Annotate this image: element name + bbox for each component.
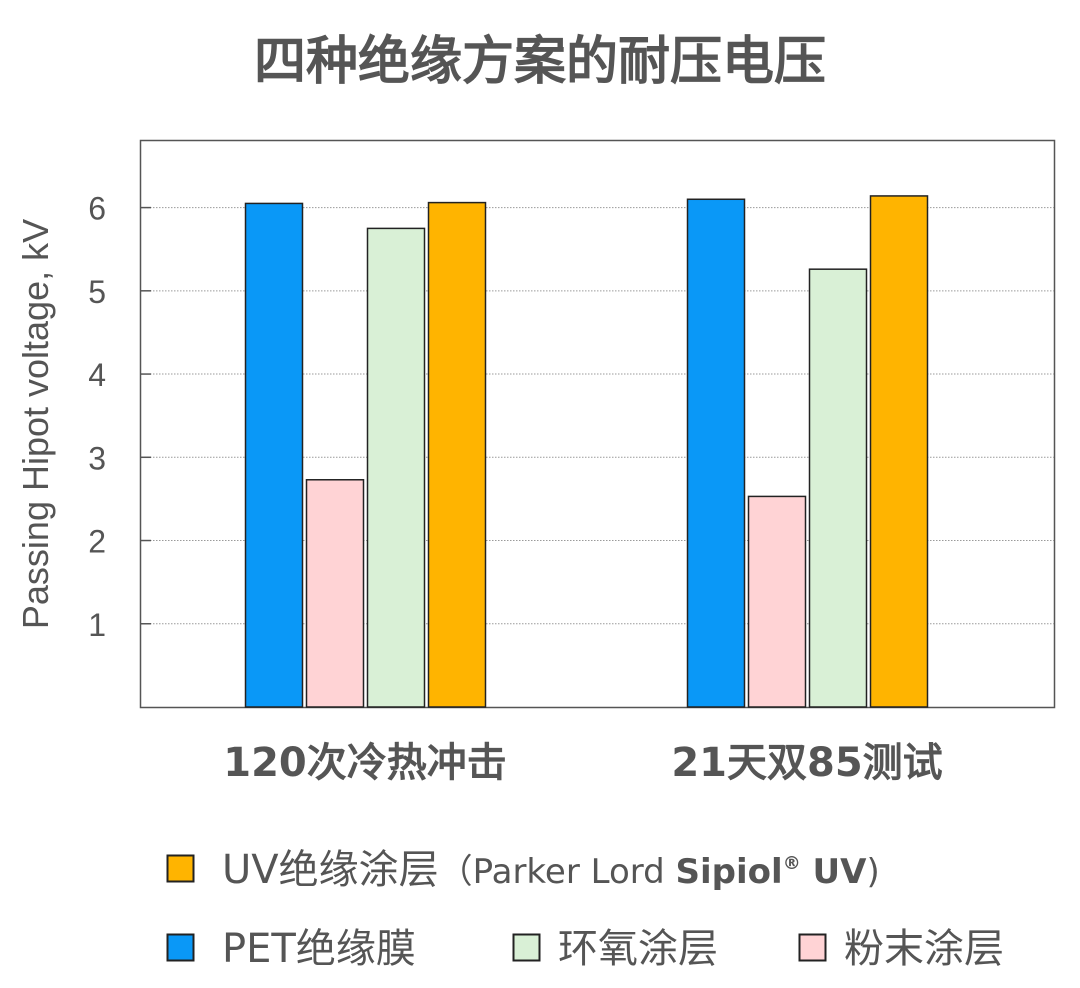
- x-axis-categories: 120次冷热冲击 21天双85测试: [223, 740, 942, 786]
- y-tick-label: 2: [88, 524, 106, 560]
- legend-swatch-powder: [798, 933, 827, 962]
- bar-1-2: [808, 268, 868, 708]
- bar-1-0: [686, 198, 746, 708]
- y-axis-label: Passing Hipot voltage, kV: [15, 219, 56, 629]
- legend-uv-brand: Sipiol: [676, 852, 783, 892]
- y-tick-label: 4: [88, 357, 106, 393]
- legend-swatch-epoxy: [512, 933, 541, 962]
- y-axis-ticks: 1 2 3 4 5 6: [88, 191, 151, 643]
- legend-label-powder: 粉末涂层: [844, 926, 1004, 972]
- bar-0-0: [244, 202, 304, 708]
- legend-uv-brand-suffix: UV: [801, 852, 867, 892]
- legend-uv-registered: ®: [783, 853, 801, 874]
- legend-label-uv: UV绝缘涂层（Parker Lord Sipiol® UV): [222, 847, 880, 893]
- legend-uv-name: UV绝缘涂层: [222, 847, 439, 893]
- legend-swatch-pet: [166, 933, 195, 962]
- legend-uv-note-close: ): [866, 852, 879, 892]
- bars: [244, 195, 929, 708]
- legend-label-epoxy: 环氧涂层: [558, 926, 718, 972]
- legend-label-pet: PET绝缘膜: [222, 926, 416, 972]
- y-tick-label: 3: [88, 440, 106, 476]
- bar-0-2: [366, 227, 426, 708]
- bar-1-3: [869, 195, 929, 708]
- y-tick-label: 6: [88, 191, 106, 227]
- bar-0-3: [427, 201, 487, 708]
- bar-0-1: [305, 479, 365, 708]
- legend-uv-note-open: （Parker Lord: [439, 852, 676, 892]
- chart-title: 四种绝缘方案的耐压电压: [254, 32, 826, 92]
- legend-swatch-uv: [166, 854, 195, 883]
- x-category-label: 21天双85测试: [671, 740, 942, 786]
- bar-1-1: [747, 495, 807, 708]
- legend: UV绝缘涂层（Parker Lord Sipiol® UV) PET绝缘膜 环氧…: [166, 847, 1004, 972]
- y-tick-label: 5: [88, 274, 106, 310]
- gridlines: [141, 207, 1054, 625]
- x-category-label: 120次冷热冲击: [223, 740, 507, 786]
- y-tick-label: 1: [88, 607, 106, 643]
